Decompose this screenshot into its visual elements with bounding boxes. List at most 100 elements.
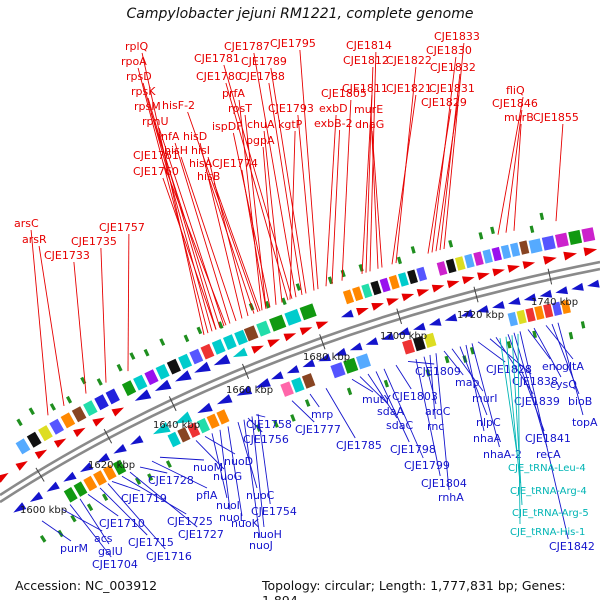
gene-arrow[interactable] bbox=[381, 332, 395, 340]
gene-tick[interactable] bbox=[217, 321, 224, 329]
gene-label[interactable]: CJE1839 bbox=[514, 395, 560, 408]
gene-tick[interactable] bbox=[304, 399, 311, 407]
gene-arrow[interactable] bbox=[130, 435, 144, 445]
gene-block[interactable] bbox=[412, 336, 426, 352]
gene-tick[interactable] bbox=[129, 352, 136, 360]
gene-arrow[interactable] bbox=[460, 309, 474, 317]
gene-arrow[interactable] bbox=[113, 444, 127, 454]
gene-block[interactable] bbox=[361, 283, 373, 299]
gene-arrow[interactable] bbox=[365, 337, 379, 345]
gene-label[interactable]: rpsD bbox=[126, 70, 152, 83]
gene-block[interactable] bbox=[121, 380, 137, 397]
gene-tick[interactable] bbox=[96, 378, 103, 386]
gene-block[interactable] bbox=[26, 431, 42, 448]
gene-arrow[interactable] bbox=[236, 385, 253, 396]
gene-label[interactable]: CJE1781 bbox=[194, 52, 240, 65]
gene-arrow[interactable] bbox=[428, 318, 442, 326]
gene-block[interactable] bbox=[342, 289, 355, 305]
gene-label[interactable]: CJE_tRNA-His-1 bbox=[510, 527, 585, 538]
gene-tick[interactable] bbox=[580, 321, 586, 329]
gene-tick[interactable] bbox=[340, 269, 346, 278]
gene-block[interactable] bbox=[269, 314, 287, 332]
gene-tick[interactable] bbox=[165, 460, 172, 468]
gene-label[interactable]: rpnU bbox=[142, 115, 169, 128]
gene-label[interactable]: CJE1780 bbox=[196, 70, 242, 83]
gene-label[interactable]: nuoD bbox=[224, 455, 253, 468]
gene-tick[interactable] bbox=[478, 232, 484, 240]
gene-arrow[interactable] bbox=[283, 333, 297, 342]
gene-label[interactable]: CJE1830 bbox=[426, 44, 472, 57]
gene-tick[interactable] bbox=[147, 473, 154, 481]
gene-arrow[interactable] bbox=[462, 276, 475, 285]
gene-arrow[interactable] bbox=[0, 472, 9, 483]
gene-label[interactable]: murI bbox=[472, 392, 497, 405]
gene-tick[interactable] bbox=[102, 493, 109, 501]
gene-tick[interactable] bbox=[70, 514, 77, 523]
gene-label[interactable]: mrp bbox=[311, 408, 333, 421]
gene-block[interactable] bbox=[516, 309, 527, 325]
gene-block[interactable] bbox=[482, 249, 493, 264]
gene-arrow[interactable] bbox=[315, 321, 329, 330]
gene-label[interactable]: CJE_tRNA-Arg-5 bbox=[512, 508, 589, 519]
gene-block[interactable] bbox=[534, 305, 545, 320]
gene-label[interactable]: CJE1728 bbox=[148, 474, 194, 487]
gene-arrow[interactable] bbox=[255, 378, 271, 388]
gene-label[interactable]: pflA bbox=[196, 489, 218, 502]
gene-label[interactable]: hisF-2 bbox=[162, 99, 195, 112]
gene-label[interactable]: CJE1829 bbox=[421, 96, 467, 109]
gene-arrow[interactable] bbox=[476, 305, 489, 313]
gene-arrow[interactable] bbox=[15, 461, 28, 471]
gene-label[interactable]: nuoM bbox=[193, 461, 223, 474]
gene-block[interactable] bbox=[507, 311, 518, 327]
gene-label[interactable]: CJE1727 bbox=[178, 528, 224, 541]
gene-label[interactable]: CJE1754 bbox=[251, 505, 297, 518]
gene-arrow[interactable] bbox=[349, 342, 363, 351]
gene-label[interactable]: CJE1833 bbox=[434, 30, 480, 43]
gene-arrow[interactable] bbox=[134, 389, 152, 401]
gene-label[interactable]: CJE1812 bbox=[343, 54, 389, 67]
gene-tick[interactable] bbox=[135, 477, 142, 485]
gene-label[interactable]: rnc bbox=[427, 420, 444, 433]
gene-block[interactable] bbox=[211, 339, 226, 355]
gene-label[interactable]: CJE1804 bbox=[421, 477, 467, 490]
gene-tick[interactable] bbox=[529, 225, 535, 234]
gene-tick[interactable] bbox=[86, 503, 94, 512]
gene-block[interactable] bbox=[196, 418, 210, 434]
gene-arrow[interactable] bbox=[563, 251, 577, 261]
gene-label[interactable]: rplQ bbox=[125, 40, 149, 53]
gene-block[interactable] bbox=[177, 427, 191, 443]
gene-label[interactable]: aroC bbox=[425, 405, 451, 418]
gene-arrow[interactable] bbox=[251, 345, 264, 354]
gene-label[interactable]: exbB-2 bbox=[314, 117, 353, 130]
gene-arrow[interactable] bbox=[397, 327, 410, 335]
gene-arrow[interactable] bbox=[34, 449, 48, 460]
gene-arrow[interactable] bbox=[477, 272, 490, 281]
gene-block[interactable] bbox=[423, 332, 437, 348]
gene-label[interactable]: CJE1733 bbox=[44, 249, 90, 262]
gene-block[interactable] bbox=[543, 303, 554, 318]
gene-label[interactable]: CJE1787 bbox=[224, 40, 270, 53]
gene-block[interactable] bbox=[464, 253, 475, 269]
gene-tick[interactable] bbox=[568, 331, 574, 340]
gene-block[interactable] bbox=[581, 227, 596, 243]
gene-tick[interactable] bbox=[143, 348, 150, 357]
gene-label[interactable]: eno bbox=[542, 360, 563, 373]
gene-label[interactable]: hisI bbox=[191, 144, 210, 157]
gene-label[interactable]: CJE1842 bbox=[549, 540, 595, 553]
gene-label[interactable]: CJE1838 bbox=[512, 375, 558, 388]
gene-block[interactable] bbox=[102, 464, 117, 481]
gene-label[interactable]: rpoA bbox=[121, 55, 147, 68]
gene-arrow[interactable] bbox=[334, 347, 347, 356]
gene-block[interactable] bbox=[343, 357, 359, 374]
gene-tick[interactable] bbox=[469, 346, 475, 355]
gene-label[interactable]: CJE1789 bbox=[241, 55, 287, 68]
gene-block[interactable] bbox=[528, 238, 543, 254]
gene-block[interactable] bbox=[445, 258, 457, 274]
gene-block[interactable] bbox=[291, 377, 305, 393]
gene-tick[interactable] bbox=[448, 240, 454, 248]
gene-tick[interactable] bbox=[539, 212, 545, 221]
gene-label[interactable]: CJE1756 bbox=[243, 433, 289, 446]
gene-block[interactable] bbox=[510, 242, 521, 257]
gene-block[interactable] bbox=[473, 251, 484, 266]
gene-tick[interactable] bbox=[116, 363, 123, 372]
